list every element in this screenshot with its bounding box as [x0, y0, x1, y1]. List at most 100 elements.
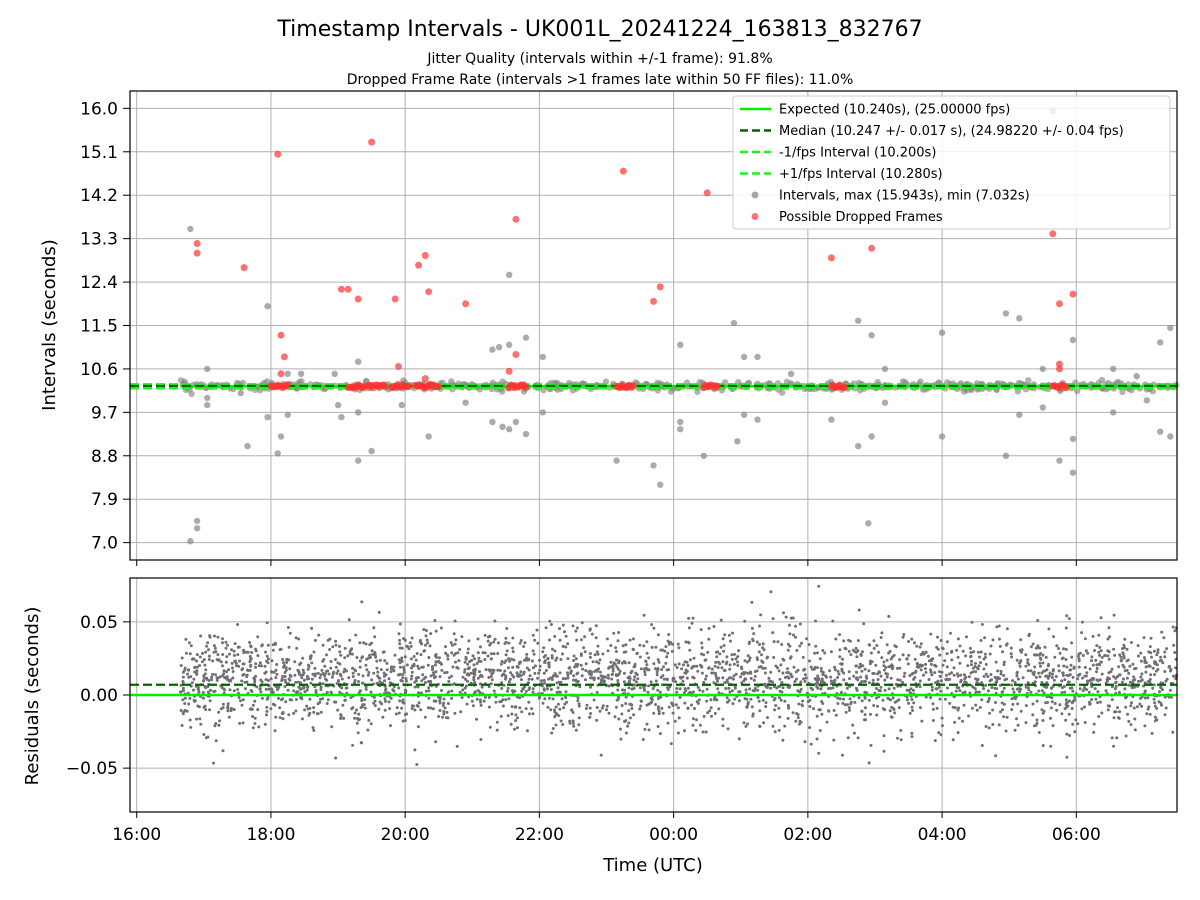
residual-point: [411, 704, 415, 708]
residual-point: [919, 668, 923, 672]
interval-outlier: [277, 433, 285, 440]
residual-point: [361, 681, 365, 685]
residual-point: [201, 696, 205, 700]
residual-point: [264, 650, 267, 654]
residual-point: [477, 656, 481, 660]
residual-point: [915, 665, 919, 669]
residual-point: [902, 633, 906, 636]
residual-point: [918, 645, 922, 649]
legend-item: +1/fps Interval (10.280s): [740, 167, 943, 182]
residual-point: [867, 643, 871, 647]
residual-point: [184, 637, 188, 641]
residual-point: [714, 650, 718, 654]
interval-outlier: [284, 411, 291, 418]
residual-point: [986, 689, 990, 693]
residual-point: [997, 624, 1001, 628]
residual-point: [649, 680, 653, 684]
residual-point: [467, 667, 471, 670]
residual-point: [188, 718, 192, 722]
residual-point: [437, 715, 441, 718]
residual-point: [1068, 673, 1072, 677]
residual-point: [217, 658, 221, 662]
residual-point: [727, 686, 731, 690]
residual-point: [496, 652, 500, 655]
residual-point: [908, 691, 912, 695]
residual-point: [819, 669, 823, 673]
residual-point: [193, 665, 197, 669]
interval-outlier: [204, 394, 211, 402]
residual-point: [236, 645, 240, 649]
residual-point: [688, 658, 692, 662]
residual-point: [920, 719, 924, 723]
residual-point: [213, 646, 217, 650]
residual-point: [885, 675, 889, 679]
residual-point: [1083, 637, 1087, 641]
residual-point: [863, 695, 867, 699]
residual-point: [861, 650, 864, 654]
residual-point: [286, 625, 290, 629]
residual-point: [257, 664, 261, 668]
residual-point: [778, 715, 782, 719]
residual-point: [636, 677, 640, 681]
residual-point: [1010, 655, 1014, 659]
residual-point: [863, 713, 867, 717]
residual-point: [388, 707, 392, 711]
residual-point: [197, 705, 201, 709]
residual-point: [813, 651, 817, 655]
residual-point: [1085, 688, 1089, 692]
residual-point: [424, 634, 428, 638]
residual-point: [831, 619, 835, 623]
residual-point: [786, 642, 790, 646]
residual-point: [696, 701, 700, 705]
residual-point: [214, 673, 217, 677]
residual-point: [413, 685, 417, 689]
interval-outlier: [1016, 411, 1023, 418]
residual-point: [999, 672, 1003, 676]
residual-point: [886, 672, 889, 676]
residual-point: [896, 736, 899, 740]
residual-point: [883, 688, 887, 692]
residual-point: [907, 653, 911, 657]
residual-point: [764, 705, 768, 709]
residual-point: [542, 678, 546, 682]
residual-point: [490, 668, 494, 672]
residual-point: [339, 714, 343, 718]
residual-point: [666, 721, 670, 725]
residual-point: [1068, 686, 1072, 690]
residual-point: [558, 638, 562, 642]
residual-point: [1083, 721, 1087, 724]
residual-point: [1113, 653, 1117, 657]
residual-point: [1060, 657, 1064, 661]
residual-point: [650, 700, 653, 704]
residual-point: [475, 697, 479, 701]
residual-point: [834, 713, 838, 717]
residual-point: [1085, 679, 1089, 683]
residual-point: [939, 639, 943, 642]
residual-point: [969, 651, 973, 654]
residual-point: [513, 689, 517, 693]
residual-point: [647, 656, 651, 660]
residual-point: [202, 733, 206, 736]
y-tick-label: 13.3: [80, 230, 118, 250]
residual-point: [378, 700, 382, 704]
interval-outlier: [237, 389, 244, 397]
residual-point: [508, 659, 512, 663]
interval-outlier: [613, 457, 620, 464]
residual-point: [1113, 687, 1117, 691]
residual-point: [1080, 676, 1084, 680]
residual-point: [736, 655, 740, 659]
residual-point: [677, 646, 681, 650]
residual-point: [1167, 695, 1171, 699]
residual-point: [466, 651, 470, 655]
residual-point: [231, 670, 235, 673]
residual-point: [1163, 650, 1167, 654]
interval-outlier: [274, 450, 281, 457]
residual-point: [642, 686, 646, 690]
residual-point: [339, 717, 343, 720]
residual-point: [790, 675, 794, 679]
residual-point: [1110, 685, 1114, 689]
residual-point: [253, 722, 257, 725]
residual-point: [438, 675, 442, 679]
residual-point: [656, 688, 660, 692]
residual-point: [1132, 675, 1136, 679]
